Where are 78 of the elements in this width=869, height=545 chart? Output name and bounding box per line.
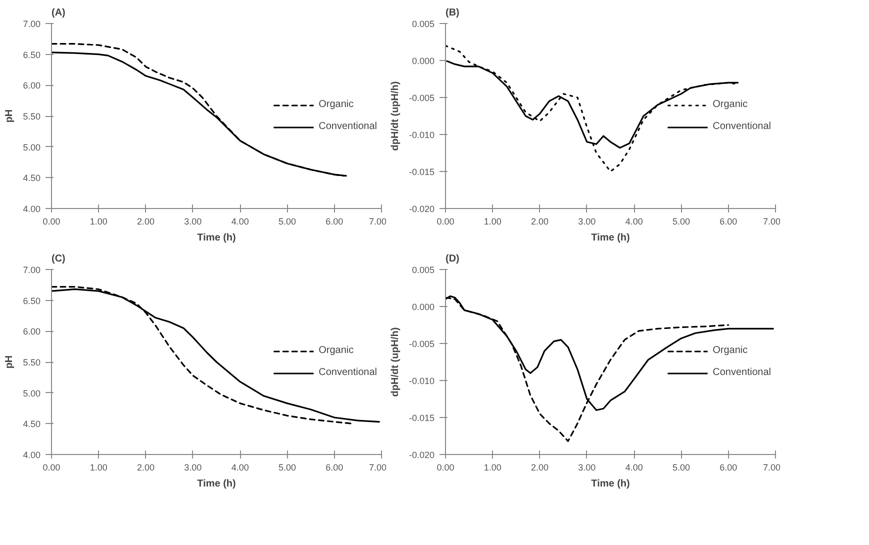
chart-title: (A): [52, 8, 66, 18]
y-tick-label: 5.00: [22, 142, 41, 152]
legend-label: Organic: [712, 99, 748, 110]
y-tick-label: -0.015: [408, 167, 435, 177]
x-tick-label: 6.00: [720, 216, 738, 226]
x-tick-label: 7.00: [762, 216, 781, 226]
y-tick-label: 6.50: [22, 296, 41, 306]
legend-label: Conventional: [318, 121, 377, 132]
x-tick-label: 3.00: [578, 216, 596, 226]
legend-label: Conventional: [712, 121, 771, 132]
legend-label: Conventional: [712, 367, 771, 378]
y-tick-label: -0.010: [408, 130, 435, 140]
chart-title: (C): [52, 254, 66, 264]
y-tick-label: 0.005: [412, 19, 435, 29]
y-axis-title: pH: [4, 355, 15, 369]
x-tick-label: 3.00: [184, 216, 202, 226]
x-tick-label: 0.00: [436, 462, 454, 472]
y-tick-label: 6.00: [22, 326, 41, 337]
x-tick-label: 1.00: [484, 462, 502, 472]
x-tick-label: 4.00: [231, 216, 249, 226]
x-tick-label: 7.00: [368, 216, 387, 226]
y-tick-label: 7.00: [22, 265, 41, 275]
y-tick-label: 5.00: [22, 388, 41, 398]
y-tick-label: -0.005: [408, 339, 435, 349]
y-tick-label: -0.010: [408, 376, 435, 386]
x-tick-label: 6.00: [326, 216, 344, 226]
x-tick-label: 5.00: [672, 462, 690, 472]
chart-title: (B): [446, 8, 460, 18]
y-tick-label: 4.50: [22, 173, 41, 184]
x-axis-title: Time (h): [591, 478, 630, 490]
x-tick-label: 0.00: [42, 216, 60, 226]
x-tick-label: 3.00: [578, 462, 596, 472]
y-tick-label: 5.50: [22, 112, 41, 122]
legend-label: Conventional: [318, 367, 377, 378]
x-tick-label: 0.00: [436, 216, 454, 226]
x-tick-label: 3.00: [184, 462, 202, 472]
x-tick-label: 1.00: [90, 462, 108, 472]
y-tick-label: 4.00: [22, 204, 41, 214]
y-tick-label: 6.50: [22, 50, 41, 60]
y-tick-label: 0.005: [412, 265, 435, 275]
y-axis-title: pH: [4, 109, 15, 123]
x-tick-label: 5.00: [278, 462, 296, 472]
y-tick-label: -0.005: [408, 93, 435, 103]
y-axis-title: dpH/dt (upH/h): [390, 81, 401, 151]
x-tick-label: 7.00: [762, 462, 781, 472]
legend-label: Organic: [318, 345, 354, 356]
x-tick-label: 2.00: [531, 462, 549, 472]
x-tick-label: 0.00: [42, 462, 60, 472]
x-axis-title: Time (h): [197, 478, 236, 490]
x-tick-label: 6.00: [720, 462, 738, 472]
x-axis-title: Time (h): [591, 232, 630, 244]
y-tick-label: -0.020: [408, 204, 435, 214]
y-tick-label: -0.020: [408, 450, 435, 460]
x-tick-label: 5.00: [278, 216, 296, 226]
y-tick-label: 6.00: [22, 80, 41, 91]
y-tick-label: 4.00: [22, 450, 41, 460]
x-tick-label: 6.00: [326, 462, 344, 472]
x-tick-label: 4.00: [625, 462, 643, 472]
x-tick-label: 5.00: [672, 216, 690, 226]
x-tick-label: 1.00: [90, 216, 108, 226]
y-axis-title: dpH/dt (upH/h): [390, 327, 401, 397]
x-axis-title: Time (h): [197, 232, 236, 244]
y-tick-label: 5.50: [22, 358, 41, 368]
y-tick-label: 0.000: [412, 302, 435, 312]
x-tick-label: 4.00: [625, 216, 643, 226]
legend-label: Organic: [712, 345, 748, 356]
y-tick-label: 7.00: [22, 19, 41, 29]
y-tick-label: -0.015: [408, 413, 435, 423]
x-tick-label: 2.00: [137, 462, 155, 472]
y-tick-label: 0.000: [412, 56, 435, 66]
x-tick-label: 1.00: [484, 216, 502, 226]
chart-title: (D): [446, 254, 460, 264]
x-tick-label: 7.00: [368, 462, 387, 472]
y-tick-label: 4.50: [22, 419, 41, 430]
x-tick-label: 2.00: [531, 216, 549, 226]
x-tick-label: 2.00: [137, 216, 155, 226]
x-tick-label: 4.00: [231, 462, 249, 472]
legend-label: Organic: [318, 99, 354, 110]
